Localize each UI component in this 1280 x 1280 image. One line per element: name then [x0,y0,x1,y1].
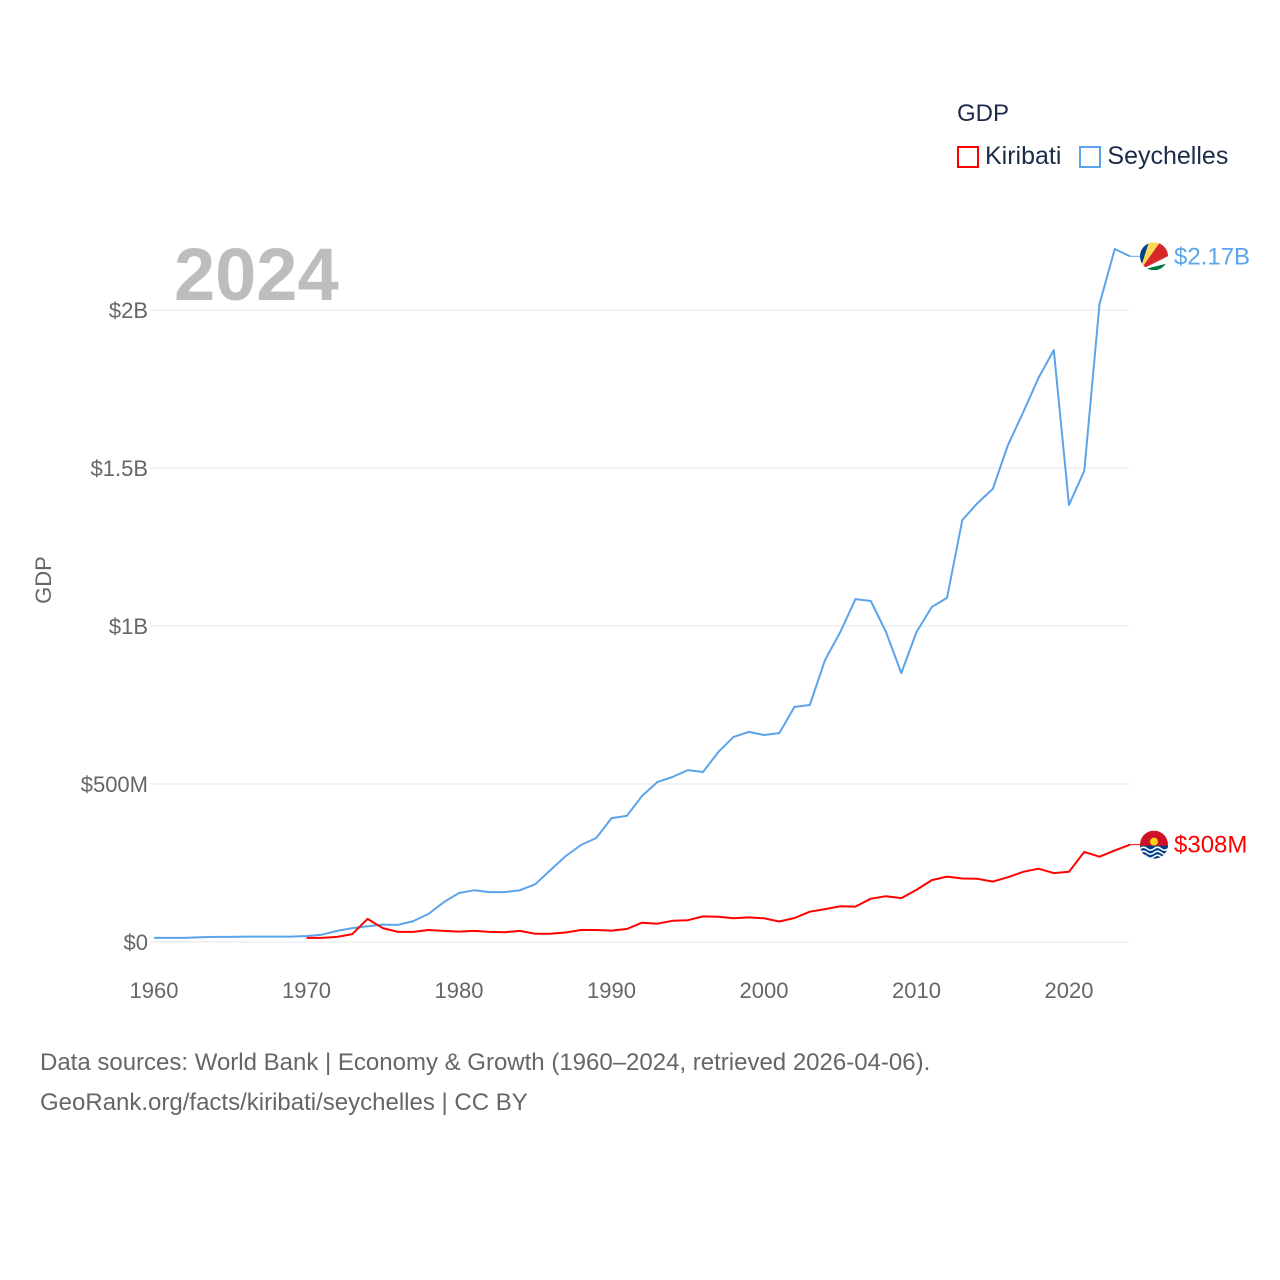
source-link[interactable]: GeoRank.org/facts/kiribati/seychelles | … [40,1089,528,1116]
x-tick-label: 1970 [282,978,331,1003]
y-tick-label: $2B [109,298,148,323]
legend: Kiribati Seychelles [957,142,1228,171]
legend-item-seychelles[interactable]: Seychelles [1079,142,1228,171]
data-sources: Data sources: World Bank | Economy & Gro… [40,1049,931,1076]
y-tick-label: $0 [124,930,148,955]
flag-sun [1150,837,1158,846]
y-tick-label: $500M [81,772,148,797]
x-tick-label: 2010 [892,978,941,1003]
flag-stripe [1140,242,1168,271]
footer: Data sources: World Bank | Economy & Gro… [40,1043,930,1123]
series-line-seychelles [154,248,1131,939]
end-value-label: $308M [1174,832,1247,859]
x-tick-label: 2020 [1045,978,1094,1003]
year-label: 2024 [174,233,339,316]
end-value-label: $2.17B [1174,243,1250,270]
kiribati-flag-icon [1140,830,1168,859]
series-line-kiribati [306,843,1131,939]
flag-stripe [1140,256,1168,271]
flag-wave [1140,846,1168,851]
seychelles-swatch [1079,145,1102,168]
flag-wave [1140,850,1168,855]
y-tick-label: $1.5B [91,456,149,481]
x-tick-label: 1960 [130,978,179,1003]
x-tick-label: 1990 [587,978,636,1003]
x-tick-label: 1980 [435,978,484,1003]
seychelles-flag-icon [1140,242,1168,271]
y-axis-label: GDP [31,556,56,604]
legend-label: Kiribati [985,142,1062,170]
y-tick-label: $1B [109,614,148,639]
kiribati-swatch [957,145,979,168]
x-tick-label: 2000 [740,978,789,1003]
legend-label: Seychelles [1107,142,1229,170]
legend-item-kiribati[interactable]: Kiribati [957,142,1061,171]
legend-title: GDP [957,100,1010,127]
